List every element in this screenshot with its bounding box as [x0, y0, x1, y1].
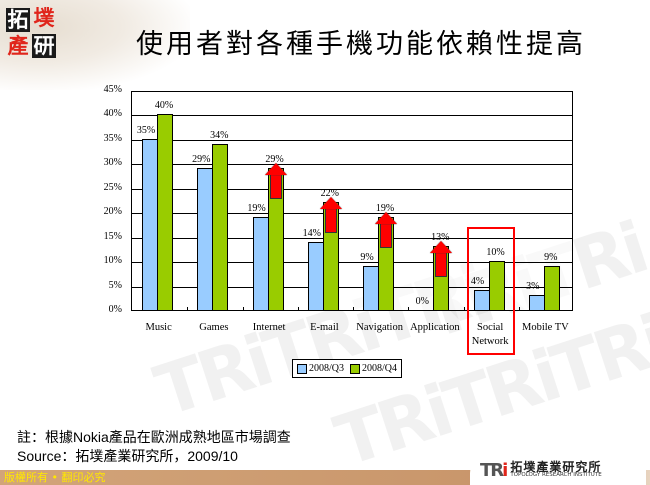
tri-mark-icon: TRi [480, 459, 508, 481]
x-category-label: Mobile TV [521, 322, 569, 333]
y-tick-label: 45% [103, 84, 122, 95]
data-label: 13% [431, 232, 450, 244]
data-label: 19% [247, 203, 266, 215]
legend-item: 2008/Q4 [350, 363, 397, 374]
bar-2008-q4 [543, 266, 560, 311]
y-tick-label: 15% [103, 230, 122, 242]
gridline [132, 188, 572, 190]
x-tick [518, 307, 520, 311]
bar-2008-q3 [363, 266, 379, 311]
data-label: 9% [360, 252, 374, 263]
y-tick-label: 35% [103, 132, 122, 144]
footnote: 註：根據Nokia產品在歐洲成熟地區市場調查 [17, 429, 291, 445]
data-label: 34% [210, 129, 229, 141]
up-arrow-icon [430, 241, 453, 278]
legend-swatch-q3 [297, 363, 307, 374]
chart-legend: 2008/Q3 2008/Q4 [292, 359, 402, 378]
data-label: 9% [544, 252, 558, 263]
logo-char: 產 [7, 34, 29, 58]
plot-area [131, 91, 573, 311]
data-label: 29% [192, 154, 211, 166]
y-tick-label: 20% [103, 206, 122, 218]
x-tick [463, 307, 465, 311]
logo-char: 拓 [6, 8, 30, 32]
x-category-label: Music [145, 322, 172, 333]
data-label: 22% [320, 188, 339, 200]
source-note: Source：拓墣產業研究所，2009/10 [17, 448, 238, 464]
up-arrow-icon [375, 212, 397, 249]
bar-2008-q3 [252, 217, 269, 311]
bar-2008-q4 [157, 114, 173, 311]
y-tick-label: 10% [103, 255, 122, 267]
y-tick-label: 30% [103, 157, 122, 169]
bar-2008-q4 [212, 143, 229, 311]
gridline [132, 286, 572, 288]
background-map [0, 0, 190, 90]
gridline [132, 237, 572, 239]
y-tick-label: 0% [108, 304, 122, 315]
gridline [132, 213, 572, 215]
bar-2008-q4 [488, 261, 505, 311]
brand-logo: TRi 拓墣產業研究所 TOPOLOGY RESEARCH INSTITUTE [470, 455, 646, 485]
x-category-label: Application [410, 322, 460, 333]
page-title: 使用者對各種手機功能依賴性提高 [136, 29, 586, 60]
logo: 拓 墣 產 研 [6, 6, 60, 60]
data-label: 29% [265, 154, 284, 166]
bar-2008-q3 [142, 138, 158, 311]
gridline [132, 139, 572, 141]
data-label: 3% [526, 281, 540, 293]
gridline [132, 164, 572, 166]
legend-label: 2008/Q4 [362, 363, 397, 374]
data-label: 40% [154, 100, 174, 112]
x-category-label: Games [199, 322, 229, 333]
up-arrow-icon [319, 197, 342, 234]
x-category-label: Navigation [356, 322, 403, 333]
data-label: 10% [486, 247, 505, 259]
bar-2008-q3 [197, 168, 214, 311]
up-arrow-icon [264, 163, 287, 200]
y-tick-label: 40% [103, 108, 122, 120]
copyright-text: 版權所有 • 翻印必究 [4, 471, 106, 484]
x-category-label: Internet [252, 322, 286, 333]
x-tick [187, 307, 189, 311]
x-tick [353, 307, 354, 311]
data-label: 35% [136, 124, 156, 136]
bar-chart: 0% 5% 10% 15% 20% 25% 30% 35% 40% 45% 35% 40% Music… [103, 84, 573, 355]
data-label: 4% [470, 276, 485, 288]
bar-2008-q3 [528, 295, 545, 311]
bar-2008-q3 [307, 241, 324, 311]
y-tick-label: 5% [108, 279, 122, 291]
data-label: 0% [415, 296, 429, 307]
logo-char: 墣 [33, 6, 55, 30]
legend-item: 2008/Q3 [297, 363, 344, 374]
gridline [132, 115, 572, 117]
x-tick [242, 307, 244, 311]
legend-swatch-q4 [350, 363, 360, 374]
x-tick [408, 307, 410, 311]
data-label: 14% [302, 227, 321, 239]
x-tick [297, 307, 299, 311]
data-label: 19% [375, 203, 395, 215]
highlight-box [467, 227, 515, 355]
legend-label: 2008/Q3 [309, 363, 344, 374]
x-category-label: E-mail [310, 322, 339, 333]
logo-char: 研 [32, 34, 56, 58]
x-category-label: Social Network [471, 322, 509, 347]
gridline [132, 262, 572, 264]
y-tick-label: 25% [103, 181, 122, 193]
brand-name-en: TOPOLOGY RESEARCH INSTITUTE [510, 472, 602, 479]
brand-name-zh: 拓墣產業研究所 [510, 460, 602, 475]
